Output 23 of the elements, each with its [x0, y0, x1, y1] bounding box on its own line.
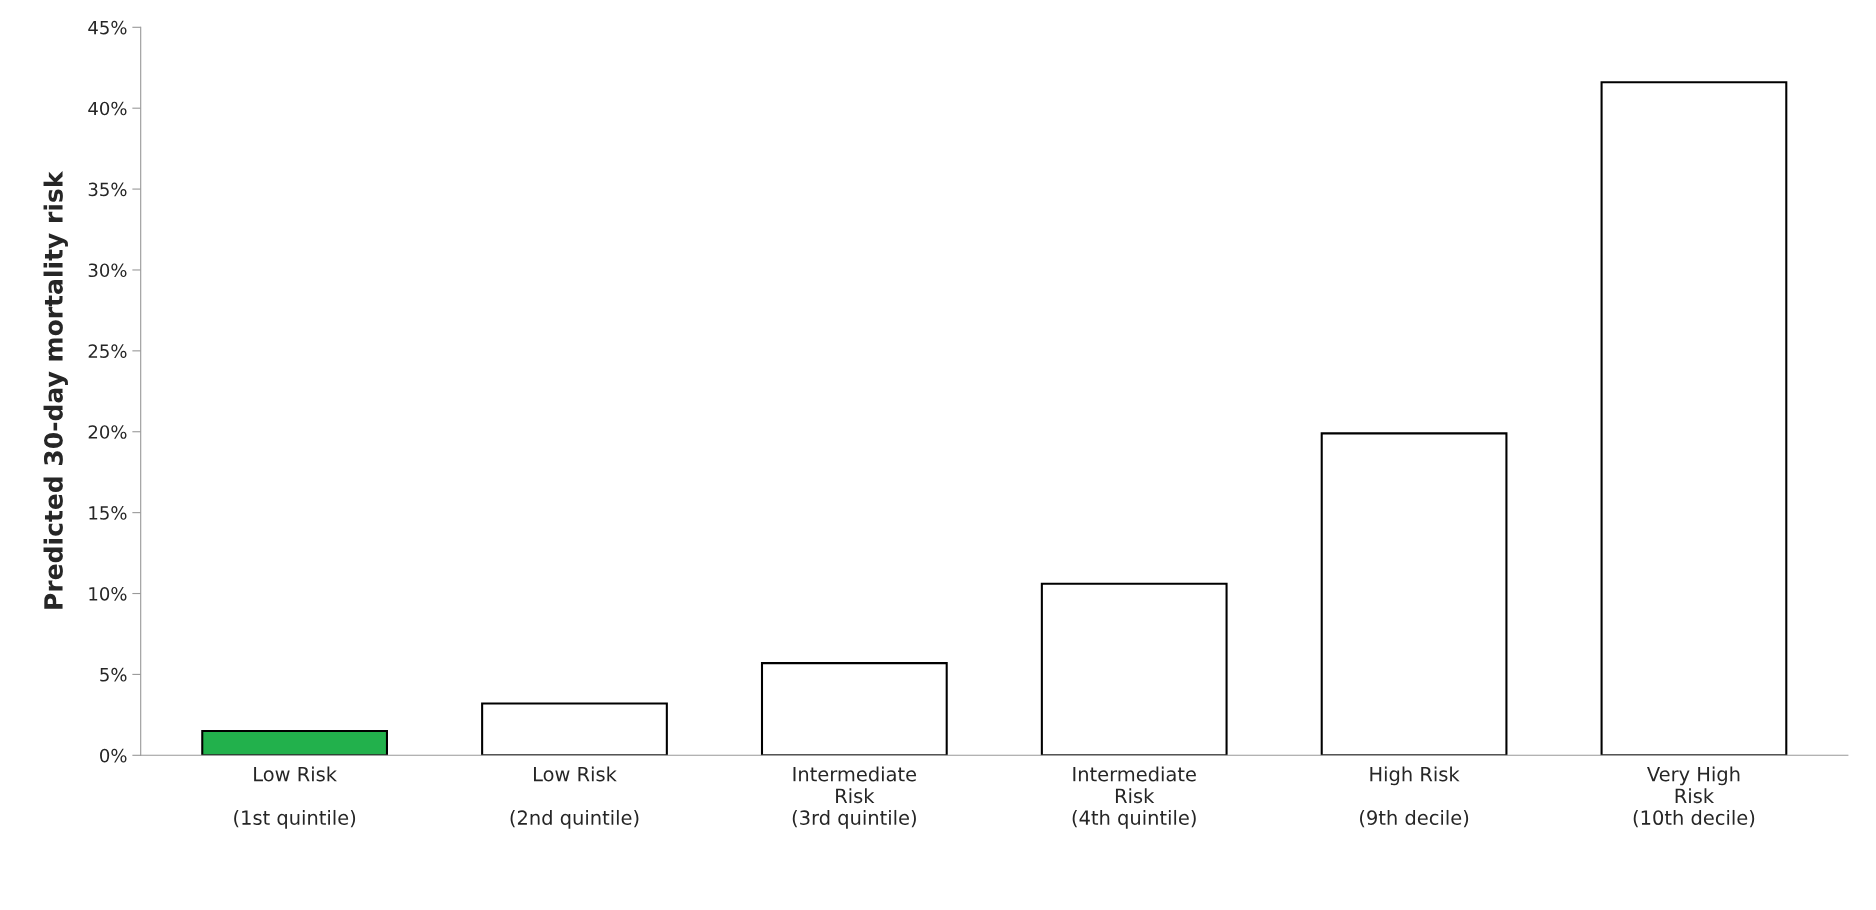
bar: [1320, 432, 1508, 756]
bar: [481, 702, 668, 756]
y-tick-label: 25%: [88, 344, 127, 358]
y-tick-label: 45%: [88, 20, 127, 35]
y-tick-label: 20%: [88, 425, 127, 439]
y-tick-label: 5%: [100, 667, 127, 682]
bar: [1600, 81, 1788, 756]
x-tick-label: Intermediate Risk (3rd quintile): [792, 766, 917, 829]
y-tick-label: 0%: [100, 748, 127, 763]
x-tick-label: Intermediate Risk (4th quintile): [1072, 766, 1196, 829]
bar: [1040, 582, 1228, 756]
category-label: Low Risk (2nd quintile): [510, 766, 639, 829]
y-tick-label: 15%: [89, 506, 127, 520]
category-label: High Risk (9th decile): [1360, 766, 1469, 828]
y-tick-label: 10%: [89, 586, 127, 601]
category-label: Low Risk (1st quintile): [234, 766, 356, 829]
y-tick-label: 30%: [88, 263, 127, 278]
y-axis-title: Predicted 30-day mortality risk: [43, 171, 68, 609]
y-tick-label: 35%: [88, 182, 127, 197]
bar: [201, 729, 389, 756]
bar: [760, 662, 948, 756]
x-tick-label: Very High Risk (10th decile): [1633, 766, 1755, 828]
y-tick-label: 40%: [88, 101, 127, 116]
